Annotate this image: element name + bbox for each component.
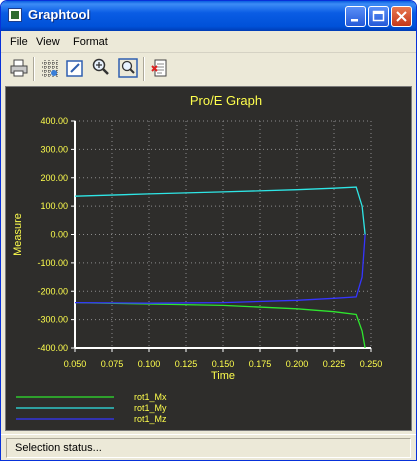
legend-label: rot1_Mz [134,414,167,424]
x-tick-label: 0.175 [249,359,272,369]
status-bar: Selection status... [1,434,416,460]
menu-view[interactable]: View [36,36,60,48]
x-axis-label: Time [211,370,235,382]
zoom-in-icon [92,58,109,75]
graph-area[interactable]: Pro/E Graph 0.050 0.075 0.100 0.125 0.150 0.17… [5,86,412,431]
legend-label: rot1_My [134,403,167,413]
x-tick-label: 0.100 [138,359,161,369]
menu-format[interactable]: Format [73,36,108,48]
x-tick-label: 0.225 [323,359,346,369]
x-tick-label: 0.250 [360,359,383,369]
zoom-fit-icon [118,58,138,78]
grid-button[interactable] [39,57,61,79]
edit-button[interactable] [64,57,86,79]
series-line-rot1_Mz [74,234,366,304]
y-tick-label: 400.00 [40,116,68,126]
maximize-icon [372,10,385,22]
app-icon [8,8,22,22]
x-tick-label: 0.050 [64,359,87,369]
x-tick-label: 0.200 [286,359,309,369]
close-icon [396,11,407,22]
title-bar[interactable]: Graphtool [1,1,416,31]
x-tick-label: 0.150 [212,359,235,369]
maximize-button[interactable] [368,6,389,27]
edit-icon [66,60,83,77]
pro-e-graph-chart[interactable]: Pro/E Graph 0.050 0.075 0.100 0.125 0.150 0.17… [6,87,411,430]
window-title: Graphtool [28,7,91,22]
menu-file[interactable]: File [10,36,28,48]
chart-title: Pro/E Graph [190,93,262,108]
y-tick-label: 200.00 [40,173,68,183]
legend-label: rot1_Mx [134,392,167,402]
y-tick-label: -400.00 [37,343,68,353]
y-axis-label: Measure [12,213,24,256]
minimize-icon [351,19,358,22]
minimize-button[interactable] [345,6,366,27]
print-icon [10,59,28,77]
y-tick-label: 300.00 [40,144,68,154]
zoom-fit-button[interactable] [117,57,139,79]
series-line-rot1_Mx [74,301,366,349]
close-button[interactable] [391,6,412,27]
series-line-rot1_My [74,186,366,235]
toolbar [1,53,416,85]
y-tick-label: 0.00 [50,230,68,240]
y-tick-label: -300.00 [37,315,68,325]
selection-status: Selection status... [6,438,411,458]
x-tick-label: 0.125 [175,359,198,369]
zoom-in-button[interactable] [90,57,112,79]
y-tick-label: -100.00 [37,258,68,268]
export-button[interactable] [149,57,171,79]
y-tick-label: 100.00 [40,201,68,211]
x-tick-label: 0.075 [101,359,124,369]
menu-bar: File View Format [1,32,416,53]
print-button[interactable] [8,57,30,79]
toolbar-separator [143,57,145,81]
y-tick-label: -200.00 [37,286,68,296]
toolbar-separator [33,57,35,81]
grid-icon [42,60,58,77]
export-icon [151,59,167,77]
